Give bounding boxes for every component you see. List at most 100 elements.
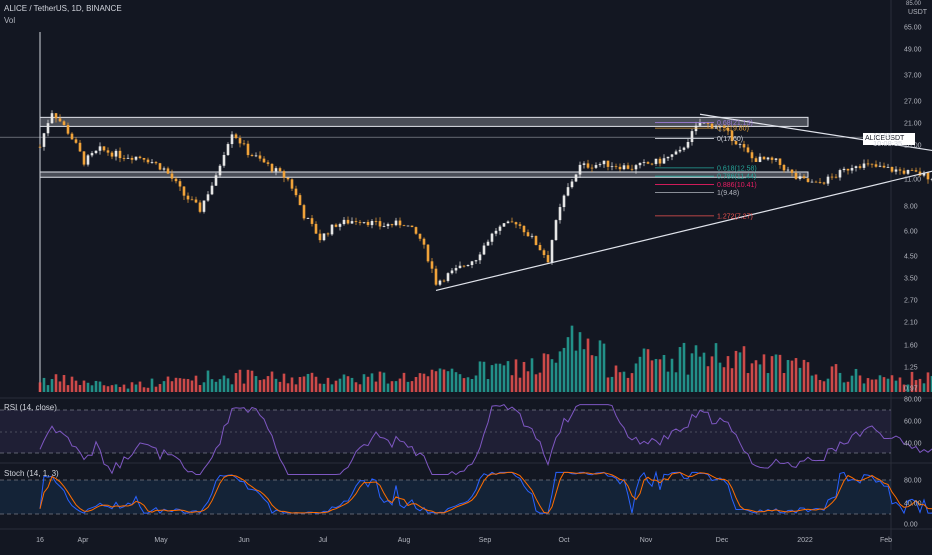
volume-bar: [58, 381, 62, 392]
volume-bar: [478, 361, 482, 392]
volume-bar: [314, 376, 318, 392]
volume-bar: [806, 362, 810, 392]
volume-bar: [666, 371, 670, 392]
rsi-tick-label: 60.00: [904, 419, 922, 426]
candle: [330, 224, 334, 235]
price-tick-label: 21.00: [904, 121, 922, 128]
volume-bar: [138, 381, 142, 392]
time-tick-label: 2022: [797, 537, 813, 544]
volume-bar: [438, 368, 442, 392]
fib-level-label: 1.272(7.27): [717, 213, 753, 220]
volume-bar: [594, 356, 598, 392]
candle: [830, 176, 834, 178]
time-tick-label: Dec: [716, 537, 729, 544]
rsi-tick-label: 80.00: [904, 397, 922, 404]
volume-bar: [866, 378, 870, 392]
volume-bar: [354, 382, 358, 392]
candle: [534, 235, 538, 245]
candle: [114, 150, 118, 157]
candle: [710, 123, 714, 129]
candle: [502, 223, 506, 227]
volume-bar: [46, 385, 50, 392]
candle: [434, 268, 438, 285]
candle: [894, 169, 898, 172]
price-tick-top: 85.00: [906, 1, 922, 7]
candle: [470, 261, 474, 266]
candle: [674, 151, 678, 155]
volume-bar: [870, 379, 874, 392]
candle: [614, 166, 618, 168]
price-tick-label: 37.00: [904, 73, 922, 80]
volume-bar: [538, 372, 542, 392]
symbol-legend[interactable]: ALICE / TetherUS, 1D, BINANCE: [4, 4, 122, 13]
volume-bar: [662, 354, 666, 392]
volume-bar: [226, 378, 230, 392]
fib-level-label: 0.5(19.80): [717, 126, 749, 133]
stoch-k-line: [39, 470, 932, 515]
rsi-legend[interactable]: RSI (14, close): [4, 403, 57, 412]
volume-bar: [378, 371, 382, 392]
candle: [582, 163, 586, 165]
volume-bar: [146, 387, 150, 392]
volume-bar: [318, 383, 322, 392]
candle: [382, 226, 386, 227]
candle: [370, 221, 374, 226]
candle: [190, 199, 194, 201]
volume-bar: [930, 376, 932, 392]
volume-bar: [250, 370, 254, 392]
candle: [462, 265, 466, 267]
volume-bar: [506, 361, 510, 392]
volume-bar: [918, 378, 922, 392]
volume-bar: [38, 382, 42, 392]
candle: [238, 138, 242, 144]
candle: [74, 139, 78, 143]
stoch-tick-label: 80.00: [904, 478, 922, 485]
candle: [814, 181, 818, 183]
stoch-legend[interactable]: Stoch (14, 1, 3): [4, 469, 59, 478]
volume-bar: [242, 383, 246, 392]
volume-bar: [622, 371, 626, 392]
volume-bar: [194, 375, 198, 392]
candle: [786, 169, 790, 171]
volume-bar: [814, 374, 818, 392]
price-tick-label: 2.70: [904, 298, 918, 305]
volume-bar: [82, 380, 86, 392]
candle: [638, 162, 642, 166]
price-tick-label: 49.00: [904, 47, 922, 54]
candle: [574, 174, 578, 182]
candle: [526, 232, 530, 237]
candle: [598, 164, 602, 166]
volume-bar: [422, 373, 426, 392]
volume-bar: [66, 385, 70, 392]
volume-bar: [410, 381, 414, 392]
volume-bar: [638, 356, 642, 392]
time-tick-label: Sep: [479, 537, 492, 544]
candle: [766, 157, 770, 160]
volume-bar: [874, 379, 878, 392]
time-tick-label: May: [154, 537, 168, 544]
volume-legend[interactable]: Vol: [4, 16, 16, 25]
volume-bar: [894, 380, 898, 392]
candle: [442, 280, 446, 282]
candle: [162, 168, 166, 170]
candle: [550, 240, 554, 263]
candle: [630, 168, 634, 170]
candle: [758, 156, 762, 162]
candle: [654, 158, 658, 164]
volume-bar: [222, 375, 226, 392]
volume-bar: [758, 364, 762, 392]
volume-bar: [726, 356, 730, 392]
volume-bar: [890, 375, 894, 392]
candle: [678, 149, 682, 152]
candle: [730, 130, 734, 142]
candle: [714, 127, 718, 129]
volume-bar: [174, 377, 178, 392]
candle: [546, 255, 550, 263]
candle: [510, 221, 514, 223]
candle: [798, 176, 802, 179]
candle: [626, 165, 630, 169]
stoch-tick-label: 0.00: [904, 522, 918, 529]
candle: [578, 164, 582, 175]
candle: [842, 168, 846, 171]
